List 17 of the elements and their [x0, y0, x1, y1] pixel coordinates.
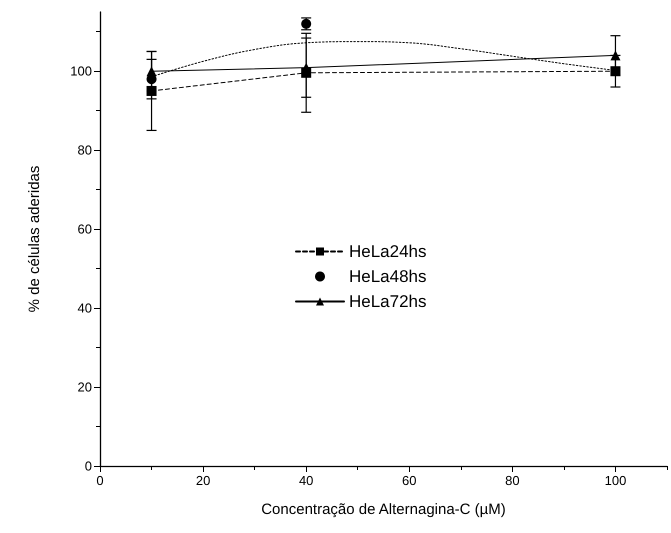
- x-tick-label: 20: [196, 473, 210, 488]
- x-tick-label: 100: [604, 473, 626, 488]
- y-tick-label: 80: [78, 142, 92, 158]
- legend-label: HeLa24hs: [349, 242, 427, 261]
- x-axis-title: Concentração de Alternagina-C (µM): [261, 501, 506, 518]
- legend-label: HeLa48hs: [349, 267, 427, 286]
- y-axis-title: % de células aderidas: [26, 166, 43, 312]
- y-tick-label: 20: [78, 380, 92, 395]
- y-tick-label: 0: [84, 458, 92, 474]
- x-tick-label: 80: [505, 473, 520, 488]
- y-tick-label: 100: [70, 64, 92, 79]
- x-tick-label: 60: [402, 473, 417, 488]
- y-tick-label: 60: [78, 222, 92, 237]
- legend-label: HeLa72hs: [349, 292, 427, 311]
- y-tick-label: 40: [78, 300, 92, 316]
- x-tick-label: 0: [96, 473, 104, 488]
- x-tick-label: 40: [298, 473, 314, 488]
